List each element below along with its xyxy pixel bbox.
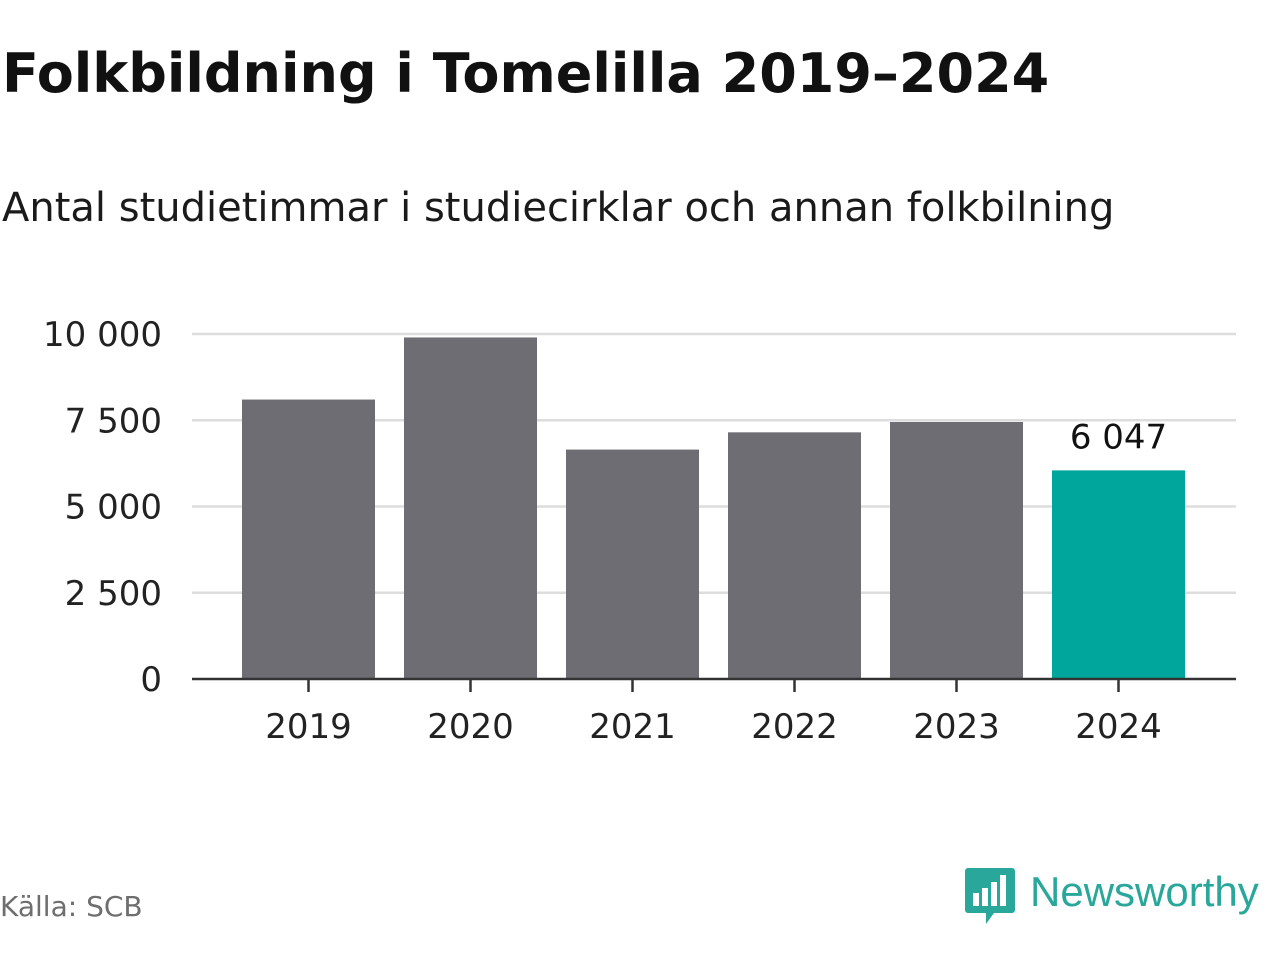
data-labels: 6 047: [1070, 417, 1167, 457]
brand-logo: Newsworthy: [964, 864, 1259, 928]
bar-2023: [890, 421, 1023, 679]
y-tick-label: 2 500: [65, 574, 162, 614]
bars: [242, 337, 1185, 679]
bar-2024: [1052, 470, 1185, 679]
brand-name: Newsworthy: [1030, 868, 1259, 915]
chart-subtitle: Antal studietimmar i studiecirklar och a…: [2, 185, 1115, 231]
x-tick-label: 2024: [1075, 707, 1162, 747]
chart-title: Folkbildning i Tomelilla 2019–2024: [2, 42, 1050, 105]
x-tick-label: 2022: [751, 707, 838, 747]
y-tick-label: 5 000: [65, 488, 162, 528]
y-tick-label: 7 500: [65, 401, 162, 441]
bar-2021: [566, 449, 699, 679]
y-tick-label: 10 000: [43, 315, 162, 355]
x-tick-label: 2019: [265, 707, 352, 747]
y-axis-tick-labels: 0 2 500 5 000 7 500 10 000: [43, 315, 162, 700]
bar-chart-speech-bubble-icon: [965, 868, 1015, 924]
source-note: Källa: SCB: [0, 890, 143, 923]
bar-2022: [728, 432, 861, 679]
bar-2020: [404, 337, 537, 679]
bar-2019: [242, 399, 375, 679]
x-tick-label: 2023: [913, 707, 1000, 747]
x-tick-label: 2020: [427, 707, 514, 747]
data-label: 6 047: [1070, 417, 1167, 457]
x-tick-label: 2021: [589, 707, 676, 747]
x-axis-ticks: 2019 2020 2021 2022 2023 2024: [265, 679, 1162, 747]
y-tick-label: 0: [140, 660, 162, 700]
